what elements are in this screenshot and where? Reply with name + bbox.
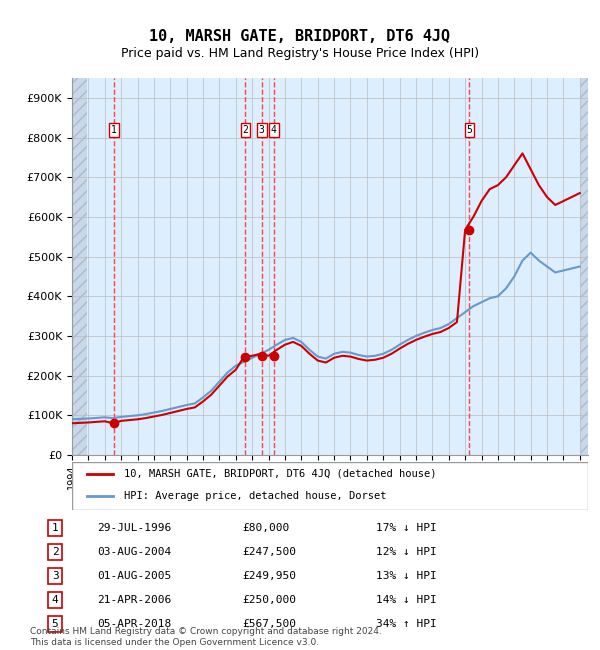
Text: £249,950: £249,950 (242, 571, 296, 581)
Text: 10, MARSH GATE, BRIDPORT, DT6 4JQ (detached house): 10, MARSH GATE, BRIDPORT, DT6 4JQ (detac… (124, 469, 436, 478)
Text: 12% ↓ HPI: 12% ↓ HPI (376, 547, 437, 557)
Text: 2: 2 (52, 547, 58, 557)
Text: HPI: Average price, detached house, Dorset: HPI: Average price, detached house, Dors… (124, 491, 386, 500)
Bar (580, 78, 596, 455)
Text: 5: 5 (466, 125, 472, 135)
Text: £567,500: £567,500 (242, 619, 296, 629)
Text: £80,000: £80,000 (242, 523, 289, 533)
Text: £250,000: £250,000 (242, 595, 296, 605)
Text: 10, MARSH GATE, BRIDPORT, DT6 4JQ: 10, MARSH GATE, BRIDPORT, DT6 4JQ (149, 29, 451, 44)
Text: 05-APR-2018: 05-APR-2018 (97, 619, 171, 629)
Text: 13% ↓ HPI: 13% ↓ HPI (376, 571, 437, 581)
Text: 4: 4 (52, 595, 58, 605)
Text: 1: 1 (111, 125, 117, 135)
Text: 3: 3 (259, 125, 265, 135)
Text: 14% ↓ HPI: 14% ↓ HPI (376, 595, 437, 605)
Text: 21-APR-2006: 21-APR-2006 (97, 595, 171, 605)
Text: 3: 3 (52, 571, 58, 581)
Text: 34% ↑ HPI: 34% ↑ HPI (376, 619, 437, 629)
Text: £247,500: £247,500 (242, 547, 296, 557)
Text: 2: 2 (242, 125, 248, 135)
Text: 5: 5 (52, 619, 58, 629)
Text: 17% ↓ HPI: 17% ↓ HPI (376, 523, 437, 533)
Text: 03-AUG-2004: 03-AUG-2004 (97, 547, 171, 557)
Text: 29-JUL-1996: 29-JUL-1996 (97, 523, 171, 533)
Text: 4: 4 (271, 125, 277, 135)
Bar (72, 78, 87, 455)
Text: 01-AUG-2005: 01-AUG-2005 (97, 571, 171, 581)
Text: Contains HM Land Registry data © Crown copyright and database right 2024.
This d: Contains HM Land Registry data © Crown c… (30, 627, 382, 647)
Text: 1: 1 (52, 523, 58, 533)
Text: Price paid vs. HM Land Registry's House Price Index (HPI): Price paid vs. HM Land Registry's House … (121, 47, 479, 60)
